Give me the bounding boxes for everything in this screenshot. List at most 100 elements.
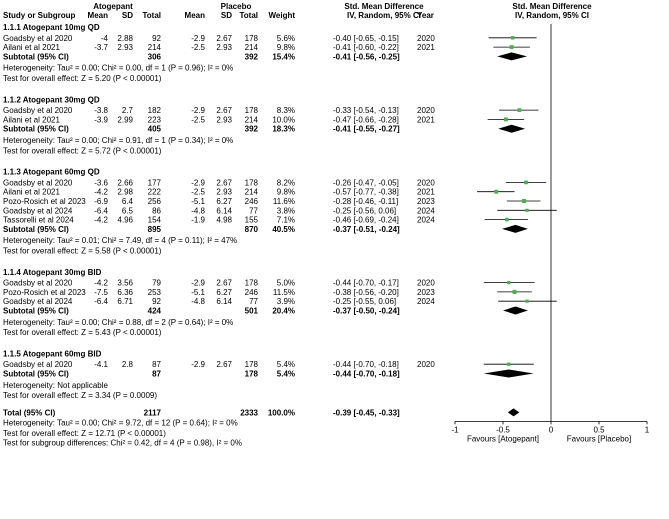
subtotal-ci: -0.37 [-0.50, -0.24] xyxy=(333,307,400,316)
study-mean-treatment: -3.9 xyxy=(94,115,108,124)
study-name: Ailani et al 2021 xyxy=(3,188,60,197)
study-point-marker xyxy=(510,36,515,40)
study-name: Goadsby et al 2024 xyxy=(3,206,73,215)
study-ci: -0.28 [-0.46, -0.11] xyxy=(333,197,398,206)
study-name: Tassorelli et al 2024 xyxy=(3,216,74,225)
study-total-control: 178 xyxy=(245,178,259,187)
study-weight: 3.9% xyxy=(277,297,295,306)
x-axis-tick-label: 0.5 xyxy=(593,425,605,434)
subtotal-label: Subtotal (95% CI) xyxy=(3,225,69,234)
table-header: Atogepant Placebo Std. Mean Difference I… xyxy=(3,2,592,20)
subgroup-overall-effect: Test for overall effect: Z = 5.58 (P < 0… xyxy=(3,247,162,256)
study-point-marker xyxy=(522,198,527,204)
subgroup-overall-effect: Test for overall effect: Z = 3.34 (P = 0… xyxy=(3,391,157,400)
study-total-control: 178 xyxy=(245,34,259,43)
subtotal-total-control: 178 xyxy=(245,370,259,379)
study-total-treatment: 79 xyxy=(152,279,161,288)
study-weight: 8.2% xyxy=(277,178,295,187)
study-mean-treatment: -4.2 xyxy=(94,216,108,225)
header-plot-sub: IV, Random, 95% CI xyxy=(515,11,589,20)
study-ci: -0.26 [-0.47, -0.05] xyxy=(333,178,399,187)
table-rows: 1.1.1 Atogepant 10mg QD Goadsby et al 202… xyxy=(3,23,435,447)
study-sd-treatment: 4.96 xyxy=(117,216,133,225)
subtotal-total-treatment: 895 xyxy=(148,225,162,234)
study-mean-treatment: -4 xyxy=(101,34,109,43)
study-total-control: 214 xyxy=(245,115,259,124)
study-mean-treatment: -3.7 xyxy=(94,43,108,52)
study-sd-control: 4.98 xyxy=(216,216,232,225)
study-point-marker xyxy=(503,117,508,122)
subtotal-total-control: 392 xyxy=(245,52,259,61)
study-total-treatment: 87 xyxy=(152,360,161,369)
study-year: 2024 xyxy=(417,206,435,215)
subtotal-ci: -0.41 [-0.55, -0.27] xyxy=(333,125,400,134)
study-sd-control: 2.67 xyxy=(216,106,232,115)
study-year: 2020 xyxy=(417,178,435,187)
study-year: 2021 xyxy=(417,188,435,197)
subtotal-label: Subtotal (95% CI) xyxy=(3,125,69,134)
study-ci: -0.47 [-0.66, -0.28] xyxy=(333,115,399,124)
study-mean-control: -5.1 xyxy=(191,197,205,206)
study-sd-treatment: 6.71 xyxy=(117,297,133,306)
header-smd-title: Std. Mean Difference xyxy=(344,2,424,11)
study-total-control: 77 xyxy=(249,297,258,306)
study-ci: -0.44 [-0.70, -0.17] xyxy=(333,279,399,288)
study-year: 2020 xyxy=(417,34,435,43)
subgroup-title: 1.1.1 Atogepant 10mg QD xyxy=(3,23,100,32)
header-mean2: Mean xyxy=(185,11,206,20)
study-weight: 5.4% xyxy=(277,360,295,369)
study-year: 2024 xyxy=(417,216,435,225)
study-year: 2021 xyxy=(417,43,435,52)
subtotal-weight: 20.4% xyxy=(272,307,295,316)
subgroup-heterogeneity: Heterogeneity: Tau² = 0.00; Chi² = 0.88,… xyxy=(3,318,233,327)
x-axis-tick-label: -1 xyxy=(451,425,459,434)
study-sd-control: 2.93 xyxy=(216,43,232,52)
study-mean-control: -2.5 xyxy=(191,115,205,124)
study-total-treatment: 182 xyxy=(148,106,162,115)
study-total-control: 178 xyxy=(245,279,259,288)
subtotal-weight: 5.4% xyxy=(277,370,295,379)
study-weight: 10.0% xyxy=(272,115,295,124)
study-mean-treatment: -7.5 xyxy=(94,288,108,297)
study-mean-control: -2.9 xyxy=(191,106,205,115)
subtotal-diamond xyxy=(502,224,528,233)
study-mean-control: -5.1 xyxy=(191,288,205,297)
study-name: Goadsby et al 2024 xyxy=(3,297,73,306)
study-sd-control: 2.67 xyxy=(216,279,232,288)
total-total-control: 2333 xyxy=(240,408,258,417)
study-sd-treatment: 2.66 xyxy=(117,178,133,187)
subtotal-label: Subtotal (95% CI) xyxy=(3,370,69,379)
study-total-treatment: 86 xyxy=(152,206,161,215)
subtotal-total-control: 870 xyxy=(245,225,259,234)
study-mean-control: -2.9 xyxy=(191,178,205,187)
study-name: Goadsby et al 2020 xyxy=(3,34,73,43)
subtotal-weight: 40.5% xyxy=(272,225,295,234)
header-study: Study or Subgroup xyxy=(3,11,76,20)
study-sd-treatment: 6.4 xyxy=(122,197,134,206)
header-smd-sub: IV, Random, 95% CI xyxy=(347,11,421,20)
subgroup-heterogeneity: Heterogeneity: Not applicable xyxy=(3,381,109,390)
study-year: 2020 xyxy=(417,106,435,115)
x-axis-tick-label: -0.5 xyxy=(496,425,510,434)
study-sd-control: 2.67 xyxy=(216,34,232,43)
study-weight: 8.3% xyxy=(277,106,295,115)
study-weight: 11.5% xyxy=(273,288,295,297)
header-total2: Total xyxy=(239,11,258,20)
subgroup-title: 1.1.5 Atogepant 60mg BID xyxy=(3,349,102,358)
study-weight: 9.8% xyxy=(277,188,295,197)
study-sd-treatment: 6.5 xyxy=(122,206,134,215)
study-year: 2024 xyxy=(417,297,435,306)
subtotal-total-treatment: 405 xyxy=(148,125,162,134)
study-total-treatment: 92 xyxy=(152,297,161,306)
total-ci: -0.39 [-0.45, -0.33] xyxy=(333,408,400,417)
subtotal-ci: -0.41 [-0.56, -0.25] xyxy=(333,52,400,61)
study-ci: -0.57 [-0.77, -0.38] xyxy=(333,188,399,197)
subtotal-diamond xyxy=(483,369,534,378)
study-sd-control: 6.27 xyxy=(216,288,232,297)
subgroup-title: 1.1.3 Atogepant 60mg QD xyxy=(3,168,100,177)
study-mean-control: -2.9 xyxy=(191,279,205,288)
study-mean-control: -2.9 xyxy=(191,34,205,43)
subtotal-total-treatment: 424 xyxy=(148,307,162,316)
study-total-treatment: 222 xyxy=(148,188,162,197)
study-mean-control: -2.5 xyxy=(191,43,205,52)
